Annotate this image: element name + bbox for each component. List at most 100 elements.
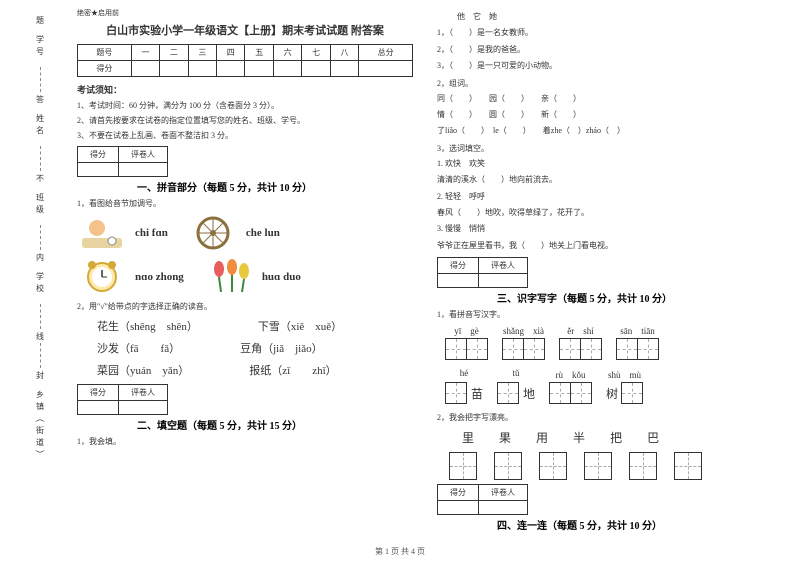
td: 得分 [78,61,132,77]
fill-line: 3，（ ）是一只可爱的小动物。 [437,59,773,73]
char-box-group: sān tiān [616,324,659,360]
image-row: chi fɑn che lun [77,213,413,253]
suffix-char: 苗 [471,385,483,402]
char-box-group: yī gè [445,324,488,360]
char: 用 [536,429,548,446]
mini-score-table: 得分评卷人 [77,384,168,415]
td: 评卷人 [479,485,528,501]
section-2-title: 二、填空题（每题 5 分，共计 15 分） [137,417,413,432]
pinyin-label: huɑ duo [262,271,301,283]
dotted-line [40,225,41,250]
binding-label: 姓名 [35,114,46,138]
char-box-group: shǎng xià [502,324,545,360]
suffix-char: 地 [523,385,535,402]
write-box-row [449,452,773,480]
section-3-title: 三、识字写字（每题 5 分，共计 10 分） [497,290,773,305]
choice: 沙发（fā fǎ） [97,340,180,356]
char: 里 [462,429,474,446]
char-box-group: shù mù 树 [606,368,643,404]
pinyin: shǎng xià [503,324,544,336]
hint-text: 他 它 她 [457,10,773,24]
char: 把 [610,429,622,446]
th: 总分 [359,45,413,61]
right-column: 他 它 她 1，（ ）是一名女教师。 2，（ ）是我的爸爸。 3，（ ）是一只可… [425,8,785,540]
th: 七 [302,45,330,61]
char-box-row: hé 苗 tǔ 地 rù kǒu shù mù 树 [445,368,773,404]
choice-row: 沙发（fā fǎ） 豆角（jiǎ jiǎo） [97,340,413,356]
question-text: 1，看图给音节加调号。 [77,198,413,209]
td: 评卷人 [119,147,168,163]
question-text: 2，用"√"给带点的字选择正确的读音。 [77,301,413,312]
th: 五 [245,45,273,61]
fill-line: 2，（ ）是我的爸爸。 [437,43,773,57]
th: 题号 [78,45,132,61]
dotted-line [40,304,41,329]
question-text: 2，组词。 [437,78,773,89]
dotted-line [40,67,41,92]
score-header-row: 题号 一 二 三 四 五 六 七 八 总分 [78,45,413,61]
notice-item: 1、考试时间：60 分钟，满分为 100 分（含卷面分 3 分）。 [77,100,413,113]
th: 三 [188,45,216,61]
choice-row: 花生（shēng shēn） 下雪（xiě xuě） [97,318,413,334]
notice-item: 2、请首先按要求在试卷的指定位置填写您的姓名、班级、学号。 [77,115,413,128]
exam-title: 白山市实验小学一年级语文【上册】期末考试试题 附答案 [77,22,413,38]
image-item: huɑ duo [204,257,301,297]
pinyin: yī gè [454,324,479,336]
td: 得分 [78,385,119,401]
image-row: nɑo zhong huɑ duo [77,257,413,297]
clock-icon [77,257,127,297]
binding-label: 班级 [35,193,46,217]
dotted-line [40,343,41,368]
binding-mark: 内 [35,253,46,261]
dotted-line [40,146,41,171]
section-1-title: 一、拼音部分（每题 5 分，共计 10 分） [137,179,413,194]
secret-label: 绝密★启用前 [77,8,413,18]
fill-line: 了liǎo（ ） le（ ） 着zhe（ ）zháo（ ） [437,124,773,138]
choice: 花生（shēng shēn） [97,318,198,334]
pinyin: hé [460,368,469,380]
pinyin: rù kǒu [556,368,586,380]
question-text: 3，选词填空。 [437,143,773,154]
fill-line: 1，（ ）是一名女教师。 [437,26,773,40]
fill-line: 春风（ ）地吹，吹得草绿了，花开了。 [437,206,773,220]
binding-label: 学校 [35,272,46,296]
td: 得分 [438,258,479,274]
choice: 报纸（zǐ zhǐ） [249,362,336,378]
pinyin: sān tiān [620,324,655,336]
char-box-group: tǔ 地 [497,368,535,404]
th: 六 [273,45,301,61]
fill-line: 同（ ） 园（ ） 亲（ ） [437,92,773,106]
char: 巴 [647,429,659,446]
left-column: 绝密★启用前 白山市实验小学一年级语文【上册】期末考试试题 附答案 题号 一 二… [65,8,425,540]
fill-line: 情（ ） 圆（ ） 新（ ） [437,108,773,122]
choice: 菜园（yuán yǎn） [97,362,189,378]
fill-line: 爷爷正在屋里看书，我（ ）地关上门看电视。 [437,239,773,253]
notice-title: 考试须知： [77,83,413,96]
binding-mark: 答 [35,95,46,103]
image-item: chi fɑn [77,213,168,253]
mini-score-table: 得分评卷人 [437,257,528,288]
flower-icon [204,257,254,297]
th: 四 [217,45,245,61]
wheel-icon [188,213,238,253]
binding-mark: 封 [35,371,46,379]
char-box-group: hé 苗 [445,368,483,404]
question-text: 2，我会把字写漂亮。 [437,412,773,423]
pinyin: ěr shí [567,324,594,336]
pinyin: shù mù [608,368,641,380]
fill-line: 2. 轻轻 呼呼 [437,190,773,204]
pinyin-label: chi fɑn [135,227,168,239]
pinyin-label: che lun [246,227,280,239]
question-text: 1，看拼音写汉字。 [437,309,773,320]
th: 八 [330,45,358,61]
char: 半 [573,429,585,446]
th: 二 [160,45,188,61]
choice: 下雪（xiě xuě） [258,318,342,334]
char-box-group: ěr shí [559,324,602,360]
td: 评卷人 [119,385,168,401]
binding-label: 学号 [35,35,46,59]
binding-margin: 题 学号 答 姓名 不 班级 内 学校 线 封 乡镇（街道） [15,8,65,540]
page-footer: 第 1 页 共 4 页 [0,540,800,557]
fill-line: 1. 欢快 欢笑 [437,157,773,171]
fill-line: 清清的溪水（ ）地向前流去。 [437,173,773,187]
